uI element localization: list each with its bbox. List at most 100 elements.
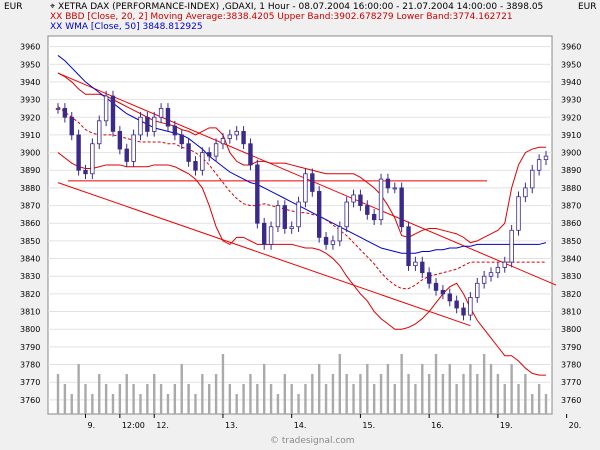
x-tick-label: 16. bbox=[431, 421, 444, 430]
candle-body bbox=[207, 152, 212, 157]
candle-body bbox=[282, 205, 288, 229]
candle-body bbox=[90, 143, 95, 175]
volume-bar bbox=[290, 384, 293, 414]
candle-body bbox=[55, 108, 61, 110]
volume-bar bbox=[146, 384, 149, 414]
y-tick-label-left: 3780 bbox=[20, 361, 40, 370]
volume-bar bbox=[434, 354, 438, 414]
y-tick-label-right: 3840 bbox=[561, 255, 581, 264]
volume-bar bbox=[77, 364, 80, 414]
candle-body bbox=[447, 293, 452, 302]
y-tick-label-left: 3900 bbox=[20, 149, 40, 158]
volume-bar bbox=[84, 384, 87, 414]
volume-bar bbox=[496, 374, 500, 414]
candle-body bbox=[337, 226, 343, 242]
moving-average-line bbox=[57, 106, 546, 290]
volume-bar bbox=[118, 384, 122, 414]
volume-bar bbox=[448, 364, 451, 414]
y-tick-label-left: 3950 bbox=[20, 60, 40, 69]
volume-bar bbox=[331, 374, 335, 414]
candle-body bbox=[516, 196, 521, 231]
y-tick-label-left: 3940 bbox=[20, 78, 40, 87]
volume-bar bbox=[524, 374, 527, 414]
x-tick-label: 15. bbox=[362, 421, 375, 430]
x-tick-label: 9. bbox=[87, 421, 95, 430]
volume-bar bbox=[194, 394, 197, 414]
volume-bar bbox=[427, 374, 431, 414]
y-tick-label-right: 3830 bbox=[561, 272, 581, 281]
header-bbd: XX BBD [Close, 20, 2] Moving Average:383… bbox=[50, 12, 513, 22]
volume-bar bbox=[180, 364, 183, 414]
y-tick-label-left: 3840 bbox=[20, 255, 40, 264]
y-tick-label-left: 3910 bbox=[20, 131, 40, 140]
candle-body bbox=[69, 116, 74, 136]
y-tick-label-right: 3950 bbox=[561, 60, 581, 69]
candle-body bbox=[193, 161, 198, 171]
y-tick-label-right: 3790 bbox=[561, 343, 581, 352]
volume-bar bbox=[242, 384, 245, 414]
trendline-lower bbox=[57, 182, 471, 327]
candle-body bbox=[454, 300, 459, 309]
y-tick-label-right: 3910 bbox=[561, 131, 581, 140]
candle-body bbox=[399, 187, 404, 228]
y-tick-label-left: 3760 bbox=[20, 396, 40, 405]
y-tick-label-right: 3770 bbox=[561, 378, 581, 387]
volume-bar bbox=[153, 374, 156, 414]
y-tick-label-right: 3850 bbox=[561, 237, 581, 246]
volume-bar bbox=[173, 384, 177, 414]
candle-body bbox=[468, 297, 473, 316]
y-tick-label-right: 3780 bbox=[561, 361, 581, 370]
candle-body bbox=[145, 116, 150, 132]
currency-left-label: EUR bbox=[4, 2, 23, 12]
candle-body bbox=[330, 240, 336, 245]
volume-bar bbox=[476, 374, 479, 414]
volume-bar bbox=[379, 374, 383, 414]
candle-body bbox=[461, 307, 466, 316]
y-tick-label-right: 3800 bbox=[561, 325, 581, 334]
candle-body bbox=[83, 169, 88, 175]
volume-bar bbox=[544, 394, 548, 414]
y-tick-label-right: 3930 bbox=[561, 96, 581, 105]
candle-body bbox=[530, 169, 535, 189]
volume-bar bbox=[304, 384, 307, 414]
volume-bar bbox=[482, 354, 486, 414]
volume-bar bbox=[359, 374, 362, 414]
volume-bar bbox=[414, 384, 417, 414]
candle-body bbox=[275, 205, 281, 228]
candle-body bbox=[351, 194, 356, 203]
candle-body bbox=[76, 134, 81, 171]
candle-body bbox=[220, 138, 226, 145]
y-tick-label-right: 3920 bbox=[561, 113, 581, 122]
volume-bar bbox=[317, 364, 321, 414]
volume-bar bbox=[517, 384, 520, 414]
volume-bar bbox=[139, 394, 142, 414]
candle-body bbox=[406, 226, 411, 267]
candle-body bbox=[103, 95, 109, 122]
y-tick-label-right: 3890 bbox=[561, 166, 581, 175]
volume-bar bbox=[345, 374, 348, 414]
volume-bar bbox=[469, 364, 472, 414]
volume-bar bbox=[208, 384, 211, 414]
volume-bar bbox=[187, 384, 190, 414]
candle-body bbox=[426, 272, 432, 284]
candle-body bbox=[268, 226, 274, 245]
volume-bar bbox=[228, 384, 232, 414]
candle-body bbox=[152, 116, 157, 132]
volume-bar bbox=[489, 364, 493, 414]
candle-body bbox=[523, 187, 528, 198]
volume-bar bbox=[352, 384, 355, 414]
volume-bar bbox=[111, 394, 115, 414]
y-tick-label-left: 3810 bbox=[20, 308, 40, 317]
volume-bar bbox=[91, 394, 94, 414]
volume-bar bbox=[441, 374, 445, 414]
candle-body bbox=[323, 236, 329, 245]
volume-bar bbox=[201, 374, 204, 414]
candle-body bbox=[440, 289, 446, 295]
volume-bar bbox=[531, 394, 534, 414]
candle-body bbox=[385, 178, 391, 189]
volume-bar bbox=[455, 384, 458, 414]
volume-bar bbox=[537, 384, 541, 414]
y-tick-label-left: 3850 bbox=[20, 237, 40, 246]
volume-bar bbox=[393, 384, 396, 414]
